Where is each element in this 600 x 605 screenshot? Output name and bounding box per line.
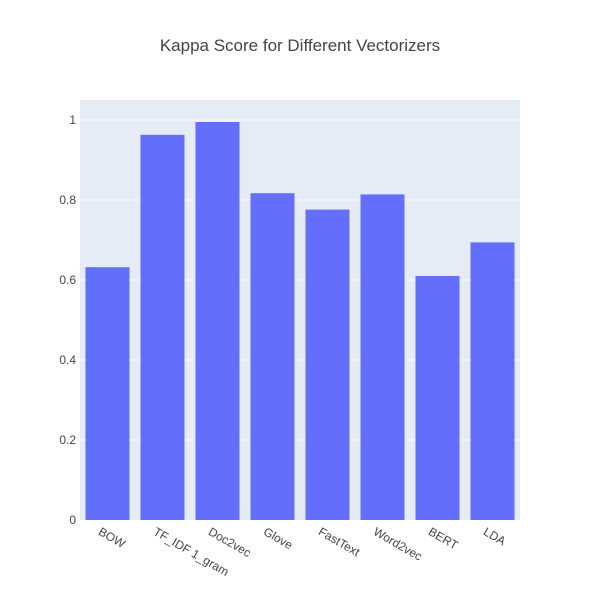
bar-doc2vec <box>195 122 240 520</box>
y-axis: 0 0.2 0.4 0.6 0.8 1 <box>59 113 76 527</box>
y-tick-label: 1 <box>69 113 76 127</box>
bar-lda <box>470 242 515 520</box>
bar-glove <box>250 193 295 520</box>
y-tick-label: 0 <box>69 513 76 527</box>
bar-bert <box>415 276 460 520</box>
bar-fasttext <box>305 209 350 520</box>
chart-title: Kappa Score for Different Vectorizers <box>160 36 440 55</box>
bars <box>85 122 515 521</box>
y-tick-label: 0.2 <box>59 433 76 447</box>
bar-bow <box>85 267 130 520</box>
y-tick-label: 0.8 <box>59 193 76 207</box>
y-tick-label: 0.4 <box>59 353 76 367</box>
bar-word2vec <box>360 194 405 520</box>
y-tick-label: 0.6 <box>59 273 76 287</box>
bar-tf-idf-1-gram <box>140 134 185 521</box>
